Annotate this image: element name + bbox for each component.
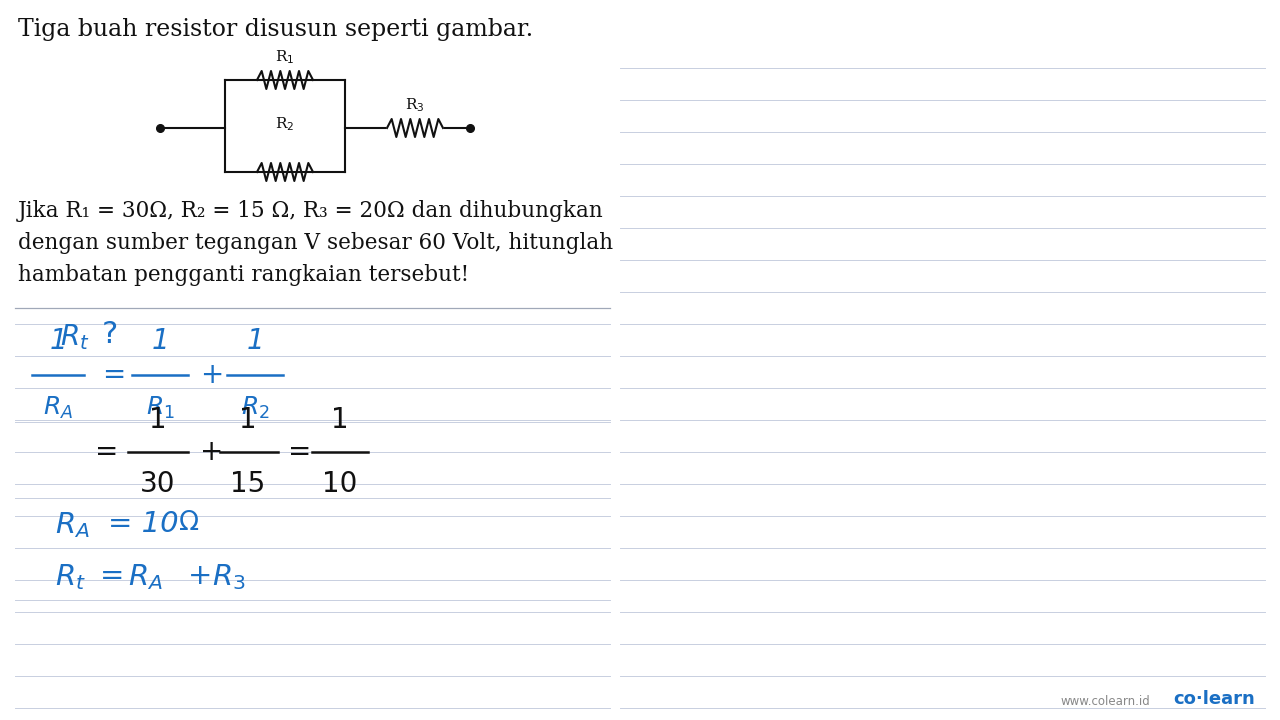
Text: 1: 1	[332, 406, 349, 434]
Text: $R_3$: $R_3$	[212, 562, 246, 592]
Text: $\Omega$: $\Omega$	[178, 510, 200, 536]
Text: $R_t$: $R_t$	[55, 562, 86, 592]
Text: Jika R₁ = 30Ω, R₂ = 15 Ω, R₃ = 20Ω dan dihubungkan: Jika R₁ = 30Ω, R₂ = 15 Ω, R₃ = 20Ω dan d…	[18, 200, 604, 222]
Text: Tiga buah resistor disusun seperti gambar.: Tiga buah resistor disusun seperti gamba…	[18, 18, 534, 41]
Text: $R_A$: $R_A$	[128, 562, 163, 592]
Text: +: +	[200, 361, 223, 389]
Text: 10: 10	[323, 470, 357, 498]
Text: R$_2$: R$_2$	[275, 115, 294, 133]
Text: ?: ?	[102, 320, 118, 349]
Text: www.colearn.id: www.colearn.id	[1060, 695, 1149, 708]
Text: $R_A$: $R_A$	[44, 395, 73, 421]
Text: $R_A$: $R_A$	[55, 510, 90, 540]
Text: dengan sumber tegangan V sebesar 60 Volt, hitunglah: dengan sumber tegangan V sebesar 60 Volt…	[18, 232, 613, 254]
Text: 1: 1	[246, 327, 264, 355]
Text: co·learn: co·learn	[1174, 690, 1254, 708]
Text: $R_2$: $R_2$	[241, 395, 269, 421]
Text: $R_t$: $R_t$	[60, 322, 90, 352]
Text: 15: 15	[230, 470, 266, 498]
Text: 30: 30	[141, 470, 175, 498]
Text: =: =	[100, 562, 124, 590]
Text: $R_1$: $R_1$	[146, 395, 174, 421]
Text: 1: 1	[150, 406, 166, 434]
Text: =: =	[102, 361, 125, 389]
Text: = 10: = 10	[108, 510, 179, 538]
Text: +: +	[188, 562, 212, 590]
Text: 1: 1	[239, 406, 257, 434]
Text: +: +	[200, 438, 224, 466]
Text: 1: 1	[151, 327, 169, 355]
Text: 1: 1	[49, 327, 67, 355]
Text: =: =	[95, 438, 118, 466]
Text: R$_3$: R$_3$	[406, 96, 425, 114]
Text: =: =	[288, 438, 311, 466]
Text: R$_1$: R$_1$	[275, 48, 294, 66]
Text: hambatan pengganti rangkaian tersebut!: hambatan pengganti rangkaian tersebut!	[18, 264, 470, 286]
